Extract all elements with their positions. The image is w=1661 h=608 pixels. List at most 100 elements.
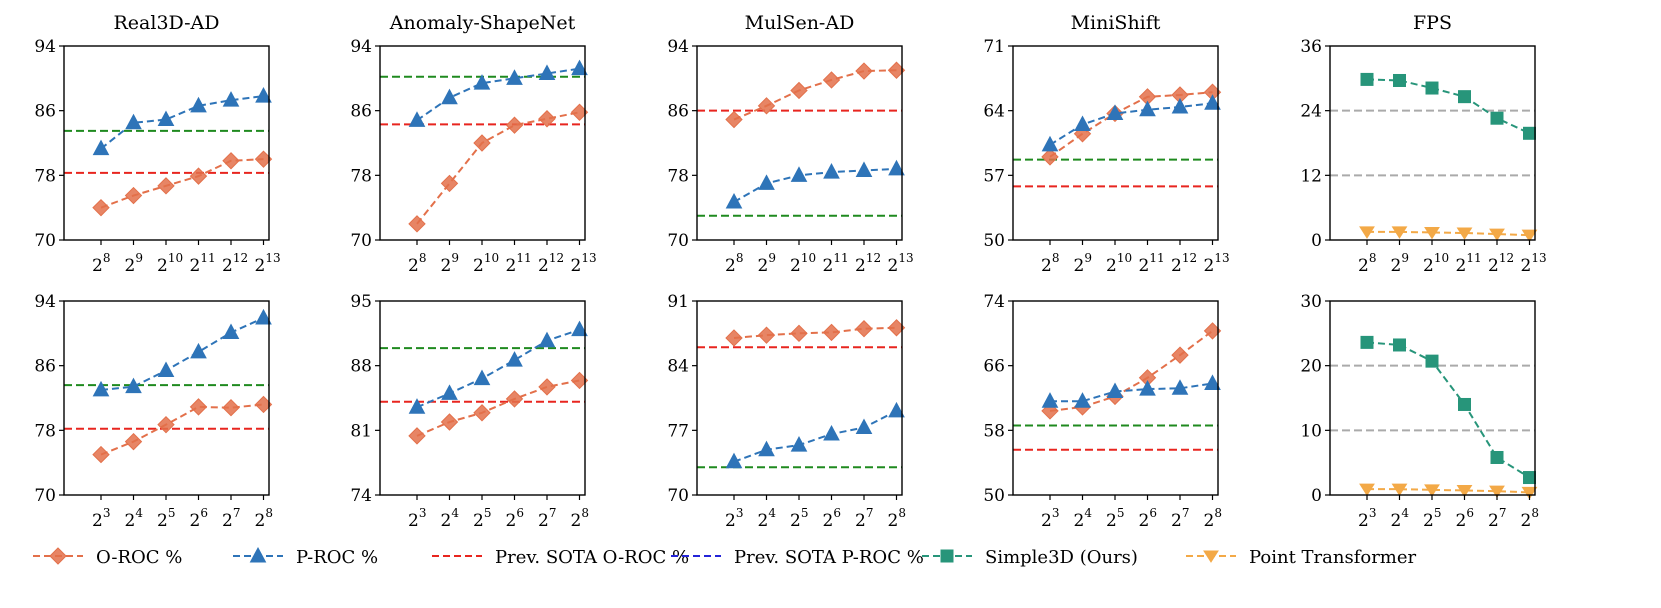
x-tick-exponent: 12 [549,251,564,265]
x-tick-exponent: 4 [768,506,776,520]
panel-title: Real3D-AD [113,12,219,34]
legend-item-simple3d: Simple3D (Ours) [922,547,1138,568]
axes-frame [696,45,903,241]
x-tick-label: 23 [408,506,426,531]
y-tick-label: 36 [1300,37,1322,57]
axes-frame [1012,45,1219,241]
x-tick-exponent: 13 [1531,251,1546,265]
x-tick-exponent: 11 [200,251,215,265]
point-proc-5 [255,87,272,103]
y-tick-label: 78 [350,166,372,186]
point-simple3d-4 [1490,450,1504,464]
point-proc-1 [125,113,142,130]
legend-label: P-ROC % [296,547,378,568]
x-tick-exponent: 12 [233,251,248,265]
legend-label: Prev. SOTA P-ROC % [734,547,924,568]
point-oroc-2 [790,324,808,343]
series-line-oroc [1049,330,1214,412]
point-simple3d-1 [1393,338,1406,352]
x-tick-label: 211 [1139,251,1165,276]
x-tick-label: 29 [758,251,776,276]
x-tick-exponent: 13 [265,251,280,265]
x-tick-label: 24 [1074,506,1093,531]
x-tick-label: 29 [1391,251,1409,276]
y-tick-label: 58 [983,421,1005,441]
point-simple3d-3 [1458,90,1471,104]
point-pt-3 [1456,484,1473,498]
series-line-oroc [416,111,580,225]
x-tick-exponent: 13 [1214,251,1229,265]
point-oroc-4 [855,62,873,80]
x-tick-exponent: 4 [451,506,459,520]
x-tick-label: 210 [157,251,183,276]
legend-label: O-ROC % [96,547,182,568]
x-tick-label: 210 [473,251,499,276]
point-proc-2 [157,361,175,378]
y-tick-label: 0 [1311,231,1322,251]
x-tick-label: 27 [222,506,240,531]
y-tick-label: 94 [667,37,689,57]
x-tick-label: 212 [1488,251,1514,276]
point-proc-0 [92,380,110,397]
point-proc-5 [1204,94,1221,110]
point-pt-0 [1359,226,1375,239]
x-tick-label: 211 [1456,251,1482,276]
x-tick-exponent: 10 [168,251,183,265]
y-tick-label: 78 [667,166,689,186]
y-tick-label: 12 [1300,166,1322,186]
x-tick-label: 28 [92,251,110,276]
point-oroc-2 [790,81,808,100]
point-oroc-0 [92,198,110,217]
x-tick-exponent: 10 [1117,251,1132,265]
legend-item-pt: Point Transformer [1186,547,1417,568]
series-line-proc [100,317,264,391]
point-proc-4 [1171,379,1189,395]
x-tick-label: 211 [190,251,216,276]
x-tick-exponent: 10 [801,251,816,265]
point-oroc-4 [1171,346,1189,364]
point-proc-5 [571,59,588,76]
point-simple3d-2 [1425,81,1439,95]
legend-item-proc: P-ROC % [233,546,378,568]
x-tick-label: 213 [1521,251,1547,276]
x-tick-exponent: 8 [1052,251,1060,265]
point-oroc-4 [222,398,240,417]
y-tick-label: 74 [350,486,372,506]
x-tick-label: 213 [1204,251,1230,276]
x-tick-exponent: 5 [484,506,492,520]
point-proc-4 [855,418,873,435]
y-tick-label: 70 [350,231,372,251]
point-proc-3 [190,342,207,359]
y-tick-label: 78 [34,166,56,186]
series-line-proc [733,167,897,203]
point-proc-2 [473,74,491,90]
point-proc-3 [823,163,840,179]
point-pt-1 [1391,483,1408,497]
point-simple3d-5 [1523,471,1536,485]
point-oroc-1 [440,413,459,431]
point-oroc-0 [725,110,743,129]
point-pt-4 [1489,485,1505,499]
x-tick-label: 25 [473,506,491,531]
point-oroc-0 [408,215,426,233]
x-tick-label: 28 [1358,251,1376,276]
y-tick-label: 70 [667,231,689,251]
x-tick-label: 210 [1423,251,1449,276]
x-tick-exponent: 11 [1149,251,1164,265]
x-tick-exponent: 9 [451,251,459,265]
series-line-oroc [733,326,897,339]
y-tick-label: 50 [983,486,1005,506]
point-oroc-2 [473,404,491,422]
point-pt-0 [1359,483,1375,497]
y-tick-label: 86 [34,357,56,377]
point-oroc-0 [408,427,426,445]
x-tick-label: 27 [1171,506,1189,531]
legend: O-ROC % P-ROC % Prev. SOTA O-ROC % Prev. SO… [33,546,1417,568]
point-oroc-0 [725,329,743,347]
x-tick-exponent: 5 [1117,506,1125,520]
point-pt-2 [1424,226,1440,240]
x-tick-label: 23 [725,506,743,531]
point-proc-4 [538,64,556,80]
series-line-pt [1367,488,1530,494]
